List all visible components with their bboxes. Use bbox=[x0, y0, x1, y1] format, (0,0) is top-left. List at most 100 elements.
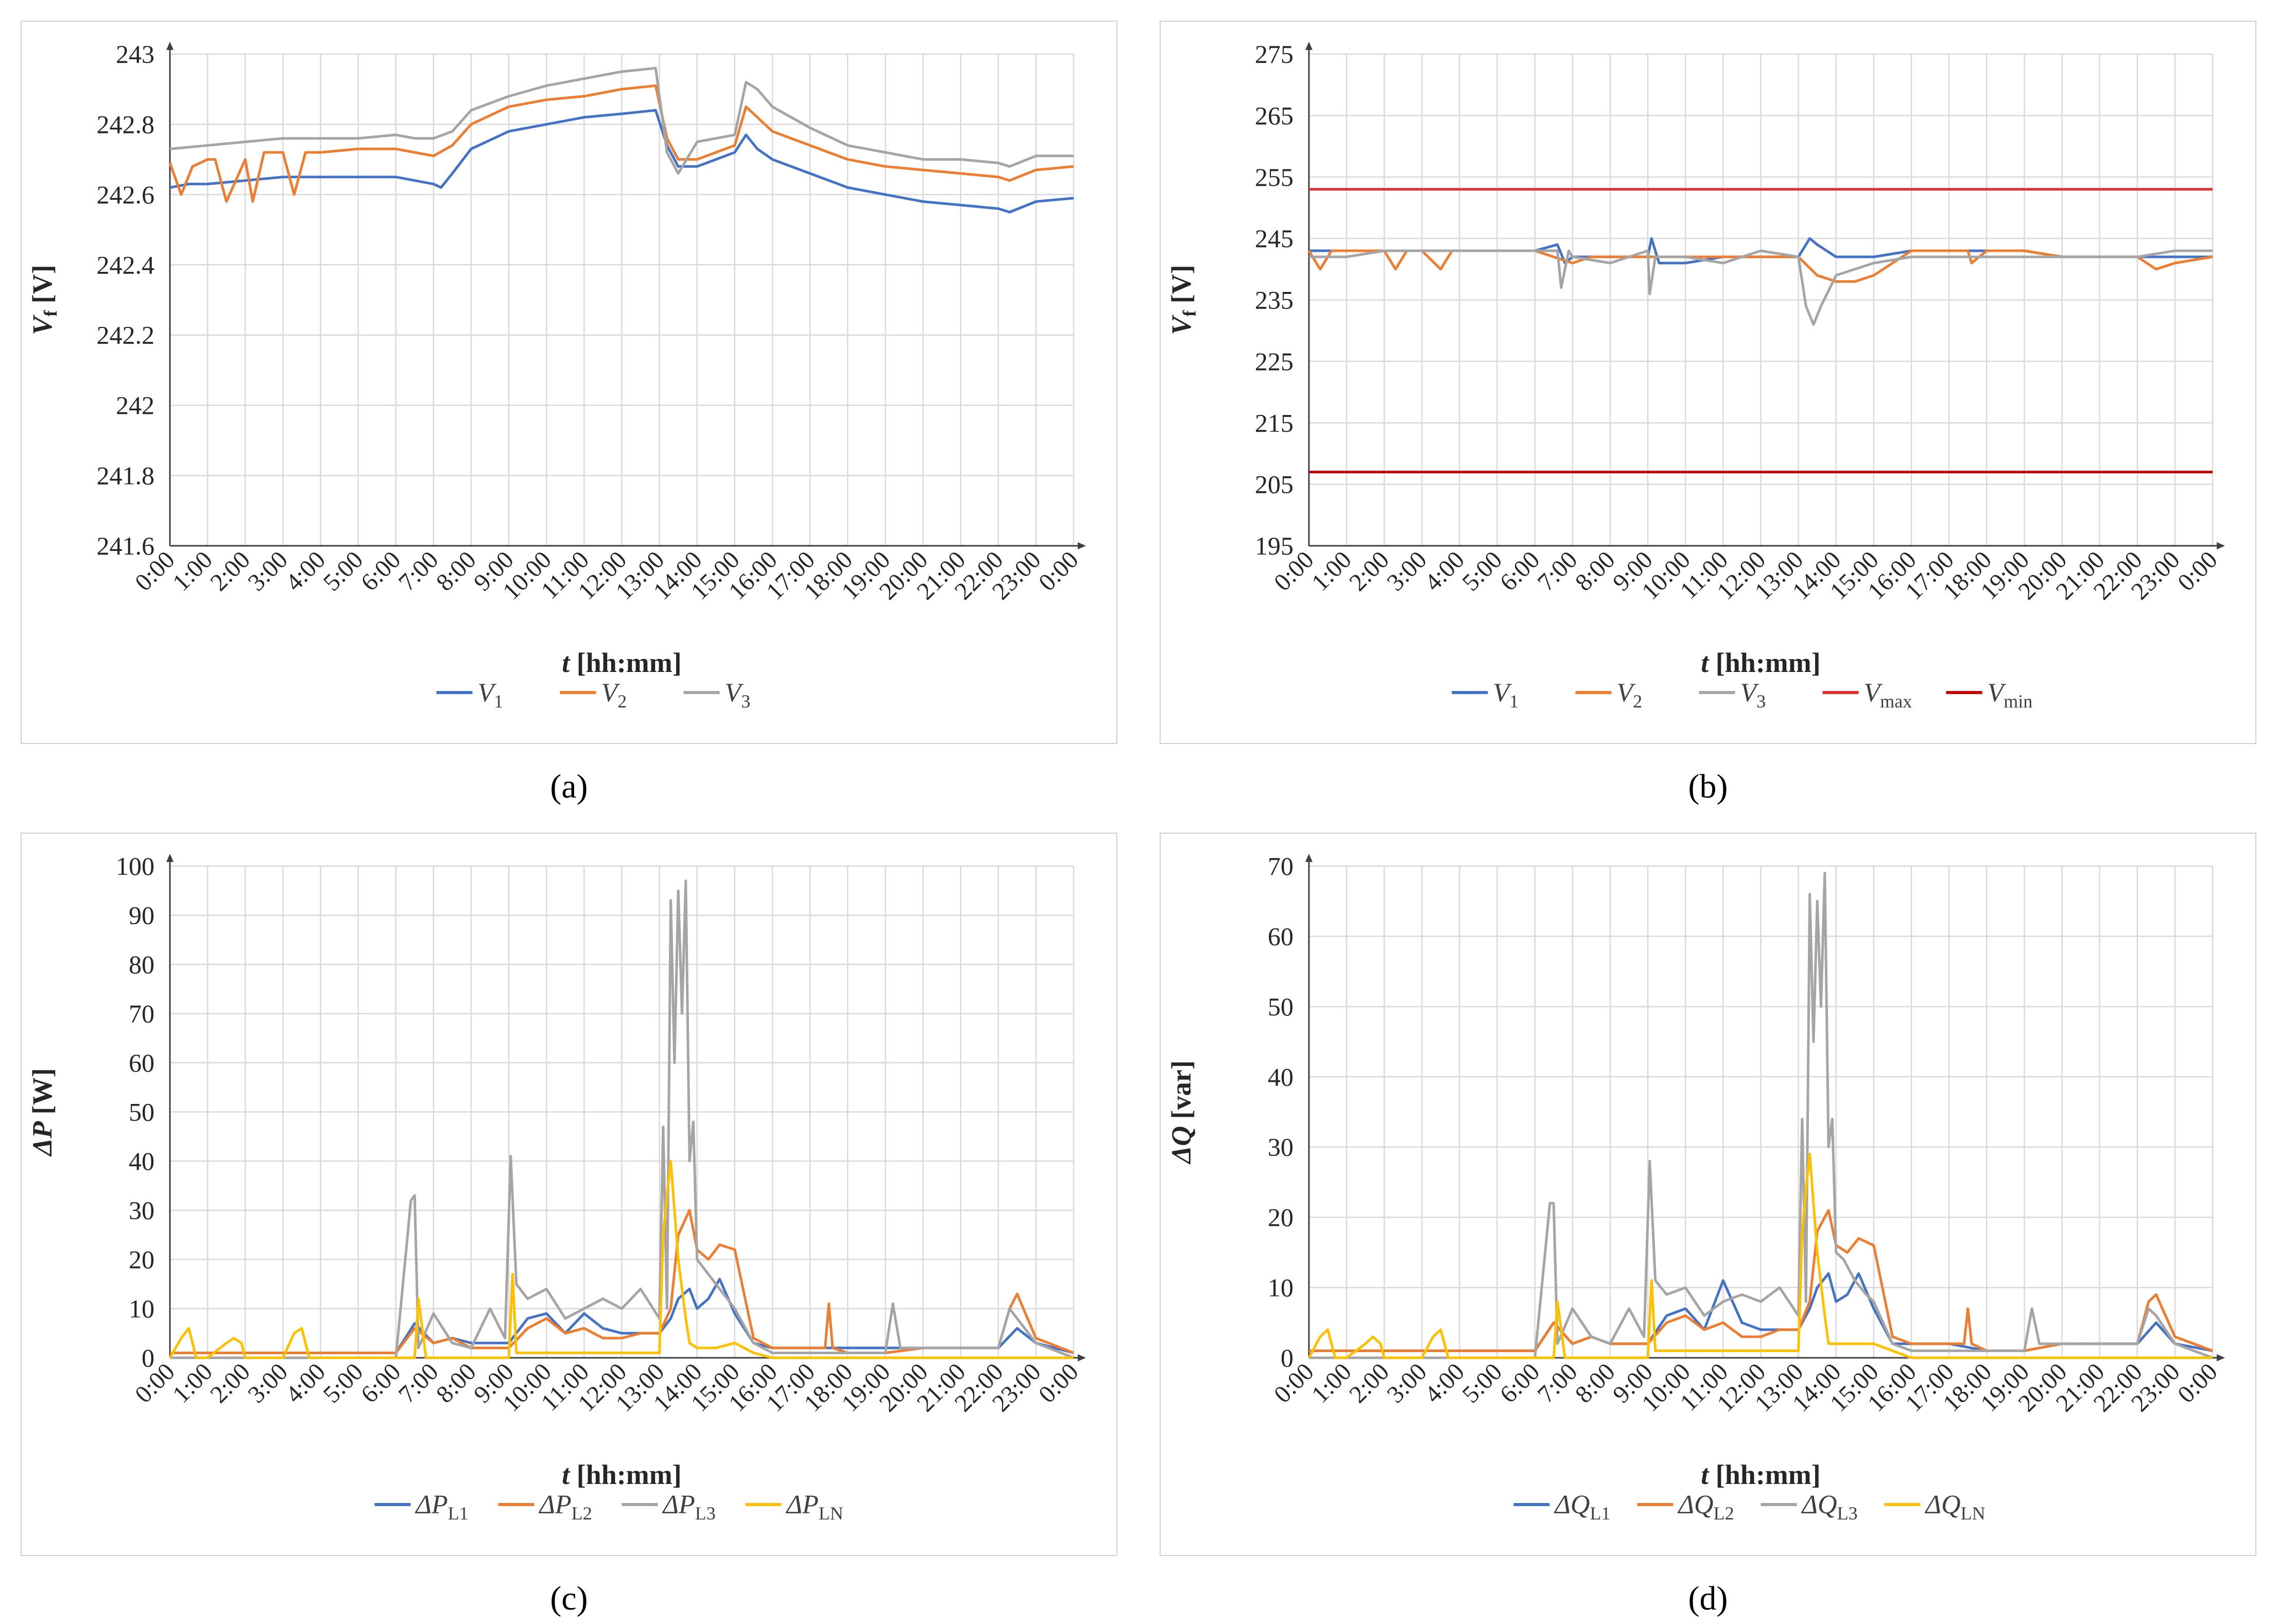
y-tick-label: 255 bbox=[1255, 163, 1293, 192]
legend: ΔQL1 ΔQL2 ΔQL3 ΔQLN bbox=[1513, 1490, 1986, 1524]
legend-label: ΔQL3 bbox=[1801, 1490, 1858, 1524]
x-tick-label: 2:00 bbox=[205, 1358, 255, 1408]
x-axis-arrow bbox=[1078, 542, 1086, 549]
legend: ΔPL1 ΔPL2 ΔPL3 ΔPLN bbox=[374, 1490, 843, 1524]
y-tick-label: 242.2 bbox=[97, 321, 155, 350]
x-tick-label: 0:00 bbox=[1033, 1358, 1084, 1408]
y-axis-arrow bbox=[166, 854, 174, 862]
y-tick-label: 245 bbox=[1255, 224, 1293, 253]
caption-a-text: (a) bbox=[550, 768, 588, 805]
y-axis-title: ΔQ [var] bbox=[1166, 1060, 1197, 1164]
y-tick-label: 195 bbox=[1255, 531, 1293, 560]
y-tick-label: 90 bbox=[129, 901, 154, 930]
y-tick-label: 60 bbox=[1268, 922, 1293, 951]
y-tick-label: 241.6 bbox=[97, 531, 155, 560]
y-tick-label: 215 bbox=[1255, 408, 1293, 437]
y-tick-label: 243 bbox=[116, 40, 154, 68]
legend-label: V3 bbox=[725, 678, 751, 712]
y-tick-label: 275 bbox=[1255, 40, 1293, 68]
legend-label: V2 bbox=[601, 678, 627, 712]
x-tick-label: 1:00 bbox=[1306, 1358, 1357, 1408]
y-tick-label: 50 bbox=[1268, 992, 1293, 1021]
series-line-V3 bbox=[169, 66, 1074, 175]
panel-d: 70 60 50 40 30 20 10 0 0:00 1:00 2:00 3:00 4:00 5:00 6… bbox=[1139, 812, 2278, 1624]
y-tick-label: 30 bbox=[1268, 1133, 1293, 1162]
y-tick-label: 100 bbox=[116, 852, 154, 880]
x-tick-label: 0:00 bbox=[2172, 546, 2223, 596]
chart-d: 7060504030201000:001:002:003:004:005:006… bbox=[1166, 852, 2225, 1524]
x-tick-label: 3:00 bbox=[243, 1358, 293, 1408]
chart-a: 243 242.8 242.6 242.4 242.2 242 241.8 241.6 0:00… bbox=[27, 40, 1086, 712]
x-tick-label: 7:00 bbox=[1532, 546, 1583, 596]
x-axis-arrow bbox=[2217, 1354, 2225, 1361]
panel-b: 275 265 255 245 235 225 215 205 195 0:00 1:00 2:00 3… bbox=[1139, 0, 2278, 812]
legend-label: ΔQL2 bbox=[1678, 1490, 1734, 1524]
series-group bbox=[168, 879, 1074, 1359]
series-line-ΔPL2 bbox=[170, 1209, 1074, 1354]
y-tick-label: 225 bbox=[1255, 347, 1293, 376]
x-tick-label: 7:00 bbox=[1532, 1358, 1583, 1408]
gridlines bbox=[169, 865, 1075, 1359]
x-tick-label: 6:00 bbox=[1495, 1358, 1545, 1408]
x-tick-label: 4:00 bbox=[280, 1358, 331, 1408]
gridlines bbox=[169, 53, 1075, 547]
y-tick-label: 30 bbox=[129, 1196, 154, 1225]
legend-label: ΔQLN bbox=[1925, 1490, 1986, 1524]
y-tick-label: 70 bbox=[129, 999, 154, 1028]
y-axis-arrow bbox=[1305, 854, 1313, 862]
y-tick-label: 20 bbox=[129, 1245, 154, 1274]
y-tick-label: 241.8 bbox=[97, 461, 155, 490]
series-line-ΔQL2 bbox=[1309, 1209, 2213, 1352]
legend-label: V1 bbox=[1493, 678, 1519, 712]
y-axis-title: Vf [V] bbox=[1166, 265, 1200, 335]
x-tick-label: 0:00 bbox=[1033, 546, 1084, 596]
legend-label: ΔPL3 bbox=[662, 1490, 716, 1524]
chart-frame-c bbox=[21, 833, 1117, 1556]
series-line-V1 bbox=[169, 109, 1074, 214]
series-line-ΔQL3 bbox=[1309, 872, 2213, 1359]
y-axis-arrow bbox=[1305, 42, 1313, 50]
x-tick-label: 4:00 bbox=[1419, 1358, 1470, 1408]
caption-a: (a) bbox=[517, 767, 620, 806]
y-tick-label: 40 bbox=[129, 1147, 154, 1176]
x-tick-label: 1:00 bbox=[167, 1358, 218, 1408]
legend-label: Vmax bbox=[1864, 678, 1912, 712]
x-tick-label: 1:00 bbox=[1306, 546, 1357, 596]
x-tick-label: 5:00 bbox=[1457, 1358, 1508, 1408]
y-tick-label: 265 bbox=[1255, 101, 1293, 130]
x-tick-label: 6:00 bbox=[356, 1358, 406, 1408]
x-tick-label: 8:00 bbox=[431, 546, 481, 596]
y-tick-label: 70 bbox=[1268, 852, 1293, 880]
x-tick-label: 2:00 bbox=[1344, 1358, 1394, 1408]
legend-label: V2 bbox=[1617, 678, 1643, 712]
legend-label: ΔPL1 bbox=[415, 1490, 469, 1524]
y-axis-title: Vf [V] bbox=[27, 265, 61, 335]
x-tick-label: 6:00 bbox=[1495, 546, 1545, 596]
x-tick-label: 2:00 bbox=[1344, 546, 1394, 596]
x-tick-label: 4:00 bbox=[1419, 546, 1470, 596]
caption-c-text: (c) bbox=[550, 1580, 588, 1617]
y-axis-title: ΔP [W] bbox=[27, 1068, 58, 1156]
legend: V1 V2 V3 Vmax Vmin bbox=[1452, 678, 2032, 712]
caption-c: (c) bbox=[517, 1579, 620, 1618]
y-tick-label: 20 bbox=[1268, 1203, 1293, 1232]
x-tick-label: 0:00 bbox=[2172, 1358, 2223, 1408]
series-line-ΔQLN bbox=[1307, 1152, 2213, 1359]
y-tick-label: 40 bbox=[1268, 1062, 1293, 1091]
x-tick-label: 1:00 bbox=[167, 546, 218, 596]
x-axis-arrow bbox=[1078, 1354, 1086, 1361]
series-group bbox=[168, 66, 1074, 214]
x-tick-label: 4:00 bbox=[280, 546, 331, 596]
caption-d: (d) bbox=[1656, 1579, 1759, 1618]
x-tick-label: 5:00 bbox=[1457, 546, 1508, 596]
x-tick-label: 7:00 bbox=[393, 1358, 444, 1408]
y-tick-label: 50 bbox=[129, 1098, 154, 1127]
legend-label: V3 bbox=[1740, 678, 1766, 712]
y-tick-label: 0 bbox=[142, 1343, 154, 1372]
x-axis-title: t [hh:mm] bbox=[562, 647, 682, 678]
series-group bbox=[1307, 872, 2213, 1359]
series-group bbox=[1307, 188, 2213, 474]
chart-b: 275 265 255 245 235 225 215 205 195 0:00 1:002:003… bbox=[1166, 40, 2225, 712]
y-axis-arrow bbox=[166, 42, 174, 50]
x-tick-label: 3:00 bbox=[243, 546, 293, 596]
